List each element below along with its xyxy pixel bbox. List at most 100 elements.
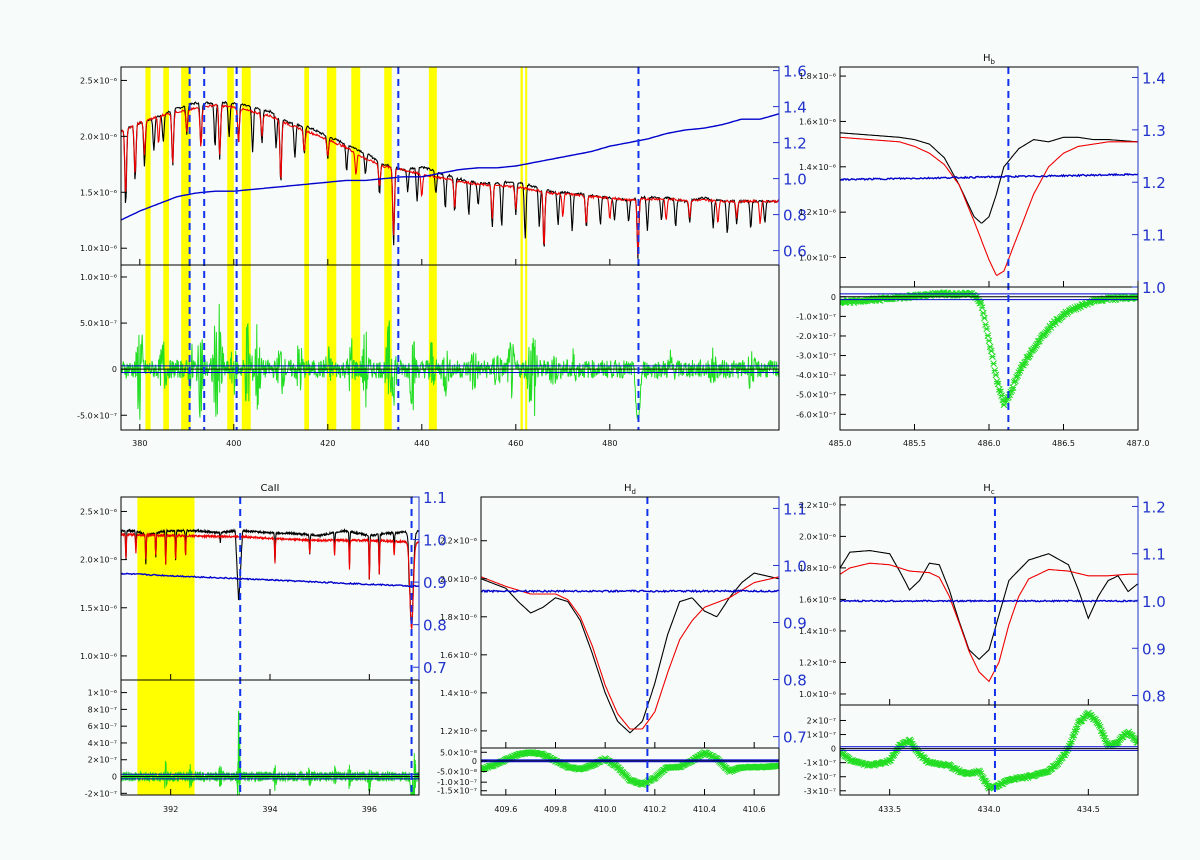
series-line-0 xyxy=(840,550,1138,661)
top-ytick-label: 1.8×10⁻⁶ xyxy=(799,72,836,81)
series-line-0 xyxy=(121,528,419,629)
right-ytick-label: 1.1 xyxy=(1142,546,1166,564)
bottom-ytick-label: 2×10⁻⁷ xyxy=(88,756,117,765)
right-ytick-label: 1.4 xyxy=(1142,69,1166,87)
series-line-2 xyxy=(840,172,1138,182)
residual-line xyxy=(121,303,779,420)
right-ytick-label: 1.4 xyxy=(783,99,807,117)
top-ytick-label: 1.6×10⁻⁶ xyxy=(799,117,836,126)
bottom-ytick-label: -1.5×10⁻⁷ xyxy=(437,787,477,796)
highlight-band xyxy=(428,67,437,430)
top-ytick-label: 1.0×10⁻⁶ xyxy=(799,690,836,699)
bottom-ytick-label: -2.0×10⁻⁷ xyxy=(796,332,836,341)
panel-title-subscript: d xyxy=(632,488,636,496)
top-ytick-label: 2.2×10⁻⁶ xyxy=(799,501,836,510)
series-line-1 xyxy=(121,103,779,256)
right-ytick-label: 0.9 xyxy=(423,574,447,592)
series-line-2 xyxy=(121,572,419,588)
panel-title: CaII xyxy=(260,483,279,494)
bottom-ytick-label: -3.0×10⁻⁷ xyxy=(796,352,836,361)
panel-title-subscript: b xyxy=(991,58,996,66)
xtick-label: 410.6 xyxy=(743,805,766,814)
top-ytick-label: 2.5×10⁻⁶ xyxy=(80,76,117,85)
right-ytick-label: 1.6 xyxy=(783,63,807,81)
xtick-label: 410.0 xyxy=(594,805,617,814)
plot-area xyxy=(481,497,779,795)
bottom-ytick-label: 0 xyxy=(112,773,117,782)
xtick-label: 480 xyxy=(602,439,617,448)
panel-title: Hb xyxy=(983,53,996,66)
bottom-ytick-label: 6×10⁻⁷ xyxy=(88,722,117,731)
xtick-label: 486.5 xyxy=(1052,439,1075,448)
bottom-ytick-label: 1.0×10⁻⁶ xyxy=(80,273,117,282)
xtick-label: 440 xyxy=(414,439,429,448)
bottom-ytick-label: 4×10⁻⁷ xyxy=(88,739,117,748)
h-gamma-panel: 1.0×10⁻⁶ 1.2×10⁻⁶ 1.4×10⁻⁶ 1.6×10⁻⁶ 1.8×10⁻⁶… xyxy=(799,483,1166,814)
bottom-ytick-label: 1×10⁻⁶ xyxy=(88,689,117,698)
top-ytick-label: 2.2×10⁻⁶ xyxy=(440,537,477,546)
bottom-ytick-label: -1.0×10⁻⁷ xyxy=(437,778,477,787)
xtick-label: 434.0 xyxy=(978,805,1001,814)
bottom-ytick-label: 0 xyxy=(831,293,836,302)
right-ytick-label: 0.6 xyxy=(783,243,807,261)
right-ytick-label: 0.8 xyxy=(423,617,447,635)
residual-markers xyxy=(840,709,1138,792)
top-ytick-label: 1.5×10⁻⁶ xyxy=(80,188,117,197)
top-ytick-label: 1.0×10⁻⁶ xyxy=(80,244,117,253)
bottom-ytick-label: -5.0×10⁻⁷ xyxy=(77,411,117,420)
right-ytick-label: 1.1 xyxy=(1142,227,1166,245)
panel-title-main: H xyxy=(983,53,991,64)
series-line-0 xyxy=(121,100,779,259)
top-ytick-label: 1.2×10⁻⁶ xyxy=(799,208,836,217)
residual-markers xyxy=(481,748,779,789)
highlight-band xyxy=(326,67,337,430)
bottom-ytick-label: -1.0×10⁻⁷ xyxy=(796,312,836,321)
xtick-label: 460 xyxy=(508,439,523,448)
top-ytick-label: 1.2×10⁻⁶ xyxy=(440,727,477,736)
top-ytick-label: 1.0×10⁻⁶ xyxy=(799,254,836,263)
series-line-1 xyxy=(840,136,1138,277)
series-line-0 xyxy=(840,132,1138,224)
bottom-ytick-label: 2×10⁻⁷ xyxy=(807,716,836,725)
xtick-label: 409.6 xyxy=(494,805,517,814)
highlight-band xyxy=(163,67,169,430)
h-delta-panel: 1.2×10⁻⁶ 1.4×10⁻⁶ 1.6×10⁻⁶ 1.8×10⁻⁶ 2.0×10⁻⁶… xyxy=(437,483,807,814)
right-ytick-label: 1.0 xyxy=(1142,593,1166,611)
bottom-ytick-label: 0 xyxy=(112,365,117,374)
top-ytick-label: 1.6×10⁻⁶ xyxy=(799,595,836,604)
xtick-label: 486.0 xyxy=(978,439,1001,448)
highlight-band xyxy=(525,67,528,430)
panel-title: Hd xyxy=(624,483,636,496)
right-ytick-label: 0.8 xyxy=(783,672,807,690)
plot-area xyxy=(121,67,779,430)
highlight-band xyxy=(520,67,523,430)
right-ytick-label: 1.2 xyxy=(1142,498,1166,516)
bottom-ytick-label: -4.0×10⁻⁷ xyxy=(796,371,836,380)
right-ytick-label: 0.7 xyxy=(423,659,447,677)
highlight-band xyxy=(181,67,191,430)
panel-title-subscript: c xyxy=(991,488,995,496)
bottom-ytick-label: 0 xyxy=(472,757,477,766)
top-ytick-label: 1.4×10⁻⁶ xyxy=(799,163,836,172)
top-ytick-label: 1.8×10⁻⁶ xyxy=(440,613,477,622)
series-line-1 xyxy=(840,562,1138,683)
bottom-ytick-label: 1×10⁻⁷ xyxy=(807,731,836,740)
bottom-ytick-label: -5.0×10⁻⁷ xyxy=(796,391,836,400)
plot-area xyxy=(840,497,1138,795)
highlight-band xyxy=(241,67,251,430)
xtick-label: 410.2 xyxy=(643,805,666,814)
bottom-ytick-label: -2×10⁻⁷ xyxy=(804,773,836,782)
bottom-frame xyxy=(120,264,780,431)
right-ytick-label: 0.9 xyxy=(1142,640,1166,658)
top-ytick-label: 1.0×10⁻⁶ xyxy=(80,652,117,661)
series-line-2 xyxy=(840,599,1138,603)
top-ytick-label: 1.5×10⁻⁶ xyxy=(80,604,117,613)
xtick-label: 409.8 xyxy=(544,805,567,814)
right-ytick-label: 1.1 xyxy=(783,500,807,518)
plot-area xyxy=(121,497,419,795)
right-ytick-label: 0.9 xyxy=(783,615,807,633)
top-ytick-label: 2.5×10⁻⁶ xyxy=(80,507,117,516)
xtick-label: 485.0 xyxy=(829,439,852,448)
bottom-ytick-label: -3×10⁻⁷ xyxy=(804,787,836,796)
